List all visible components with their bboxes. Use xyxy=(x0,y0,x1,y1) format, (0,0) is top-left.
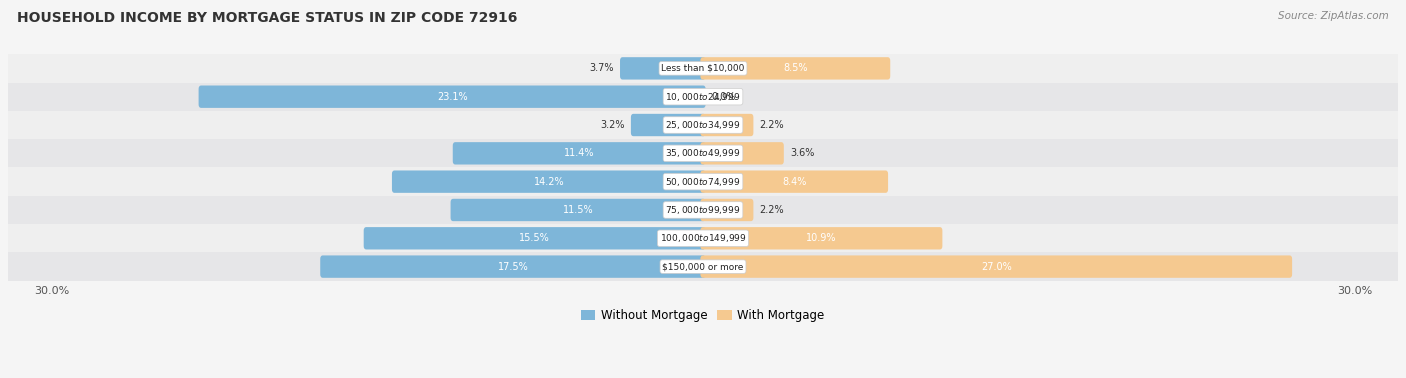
Text: Less than $10,000: Less than $10,000 xyxy=(661,64,745,73)
Text: 0.0%: 0.0% xyxy=(711,92,737,102)
Text: 27.0%: 27.0% xyxy=(981,262,1012,272)
FancyBboxPatch shape xyxy=(700,142,783,164)
Text: 3.2%: 3.2% xyxy=(600,120,624,130)
Bar xyxy=(8,82,1398,111)
FancyBboxPatch shape xyxy=(700,170,889,193)
FancyBboxPatch shape xyxy=(700,199,754,221)
Bar xyxy=(8,111,1398,139)
Text: 17.5%: 17.5% xyxy=(498,262,529,272)
Text: 3.7%: 3.7% xyxy=(589,64,614,73)
FancyBboxPatch shape xyxy=(700,256,1292,278)
Bar xyxy=(8,167,1398,196)
FancyBboxPatch shape xyxy=(392,170,706,193)
FancyBboxPatch shape xyxy=(450,199,706,221)
Text: $75,000 to $99,999: $75,000 to $99,999 xyxy=(665,204,741,216)
Bar xyxy=(8,54,1398,82)
Text: 8.4%: 8.4% xyxy=(782,177,807,187)
FancyBboxPatch shape xyxy=(453,142,706,164)
Text: 14.2%: 14.2% xyxy=(533,177,564,187)
Text: 23.1%: 23.1% xyxy=(437,92,467,102)
Text: 11.5%: 11.5% xyxy=(562,205,593,215)
FancyBboxPatch shape xyxy=(364,227,706,249)
Text: $25,000 to $34,999: $25,000 to $34,999 xyxy=(665,119,741,131)
Bar xyxy=(8,224,1398,253)
FancyBboxPatch shape xyxy=(631,114,706,136)
Text: $10,000 to $24,999: $10,000 to $24,999 xyxy=(665,91,741,103)
FancyBboxPatch shape xyxy=(620,57,706,79)
FancyBboxPatch shape xyxy=(700,227,942,249)
Bar xyxy=(8,196,1398,224)
Text: Source: ZipAtlas.com: Source: ZipAtlas.com xyxy=(1278,11,1389,21)
Text: 8.5%: 8.5% xyxy=(783,64,807,73)
Text: $50,000 to $74,999: $50,000 to $74,999 xyxy=(665,176,741,187)
FancyBboxPatch shape xyxy=(321,256,706,278)
Text: 2.2%: 2.2% xyxy=(759,205,785,215)
FancyBboxPatch shape xyxy=(700,114,754,136)
Text: $150,000 or more: $150,000 or more xyxy=(662,262,744,271)
Text: $100,000 to $149,999: $100,000 to $149,999 xyxy=(659,232,747,244)
Text: 15.5%: 15.5% xyxy=(519,233,550,243)
Text: 3.6%: 3.6% xyxy=(790,148,814,158)
Text: 11.4%: 11.4% xyxy=(564,148,595,158)
FancyBboxPatch shape xyxy=(700,57,890,79)
Text: 10.9%: 10.9% xyxy=(806,233,837,243)
Text: $35,000 to $49,999: $35,000 to $49,999 xyxy=(665,147,741,160)
Text: HOUSEHOLD INCOME BY MORTGAGE STATUS IN ZIP CODE 72916: HOUSEHOLD INCOME BY MORTGAGE STATUS IN Z… xyxy=(17,11,517,25)
Legend: Without Mortgage, With Mortgage: Without Mortgage, With Mortgage xyxy=(576,304,830,327)
Bar xyxy=(8,253,1398,281)
Text: 2.2%: 2.2% xyxy=(759,120,785,130)
FancyBboxPatch shape xyxy=(198,85,706,108)
Bar xyxy=(8,139,1398,167)
